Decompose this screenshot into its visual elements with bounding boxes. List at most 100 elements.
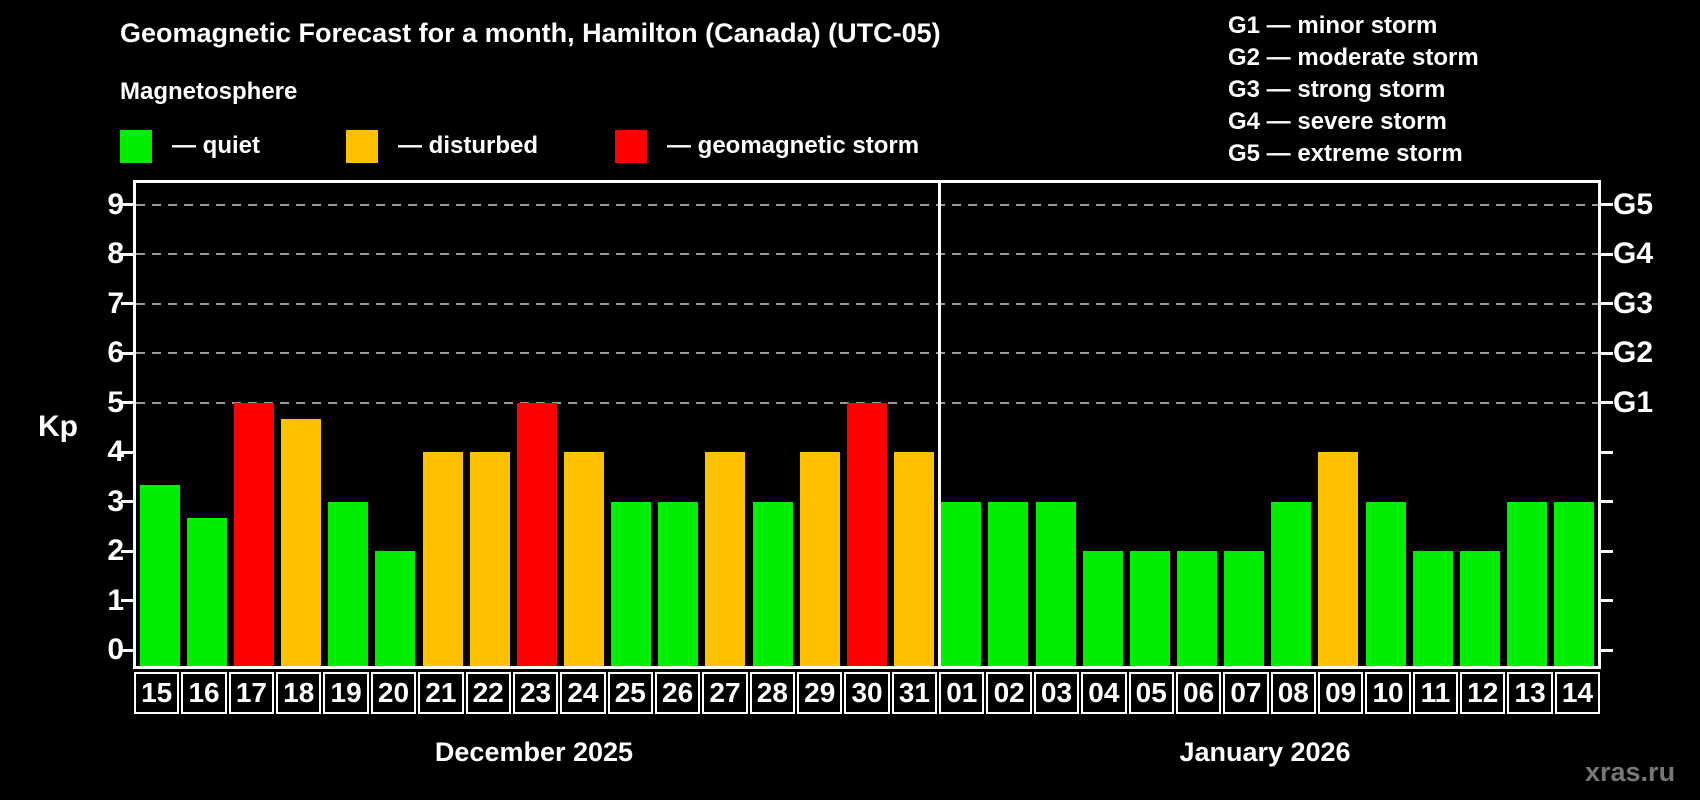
- day-cell-06: 06: [1175, 672, 1222, 714]
- y-axis-tick-right: [1601, 599, 1613, 602]
- magnetosphere-legend: — quiet — disturbed — geomagnetic storm: [120, 128, 1020, 164]
- day-cell-07: 07: [1223, 672, 1269, 714]
- y-axis-tick-left: [121, 648, 133, 652]
- day-cell-19: 19: [323, 672, 369, 714]
- g-scale-legend-line: G3 — strong storm: [1228, 76, 1446, 103]
- bar-slot: [655, 183, 702, 666]
- y-axis-tick-right: [1601, 450, 1613, 454]
- day-cell-26: 26: [654, 672, 701, 714]
- chart-subtitle: Magnetosphere: [120, 78, 298, 105]
- day-cell-18: 18: [276, 672, 322, 714]
- day-cell-12: 12: [1460, 672, 1506, 714]
- disturbed-swatch-icon: [346, 129, 378, 163]
- storm-swatch-icon: [615, 129, 647, 163]
- y-axis-tick-right: [1601, 302, 1613, 305]
- kp-bar-day-10: [1365, 501, 1406, 666]
- bar-slot: [1126, 183, 1173, 666]
- bar-slot: [1079, 183, 1126, 666]
- day-cell-24: 24: [560, 672, 606, 714]
- chart-title: Geomagnetic Forecast for a month, Hamilt…: [120, 18, 941, 48]
- y-axis-tick-right: [1601, 351, 1613, 355]
- bar-slot: [372, 183, 419, 666]
- y-axis-label-1: 1: [107, 583, 124, 617]
- bar-slot: [1456, 183, 1503, 666]
- bar-slot: [796, 183, 843, 666]
- bar-slot: [513, 183, 560, 666]
- watermark: xras.ru: [1585, 757, 1676, 787]
- y-axis-tick-right: [1601, 203, 1613, 206]
- y-axis-tick-left: [121, 500, 133, 503]
- y-axis-tick-left: [121, 549, 133, 553]
- legend-label: — quiet: [172, 132, 260, 159]
- g-axis-label-g2: G2: [1613, 336, 1654, 369]
- g-axis-label-g4: G4: [1613, 237, 1654, 270]
- y-axis-label-9: 9: [107, 187, 124, 221]
- kp-bar-day-08: [1271, 501, 1312, 666]
- y-axis-tick-left: [121, 203, 133, 206]
- bar-slot: [702, 183, 749, 666]
- day-cell-21: 21: [418, 672, 464, 714]
- day-cell-17: 17: [228, 672, 275, 714]
- y-axis-tick-left: [121, 351, 133, 355]
- y-axis-tick-right: [1601, 648, 1613, 652]
- bar-slot: [1032, 183, 1079, 666]
- bar-slot: [560, 183, 607, 666]
- legend-item-disturbed: — disturbed: [346, 128, 538, 164]
- g-scale-legend-line: G4 — severe storm: [1228, 108, 1447, 135]
- kp-bar-day-03: [1035, 501, 1076, 666]
- bar-slot: [183, 183, 230, 666]
- kp-bar-day-31: [894, 452, 935, 666]
- y-axis-tick-right: [1601, 500, 1613, 503]
- bar-slot: [1315, 183, 1362, 666]
- legend-label: — geomagnetic storm: [667, 132, 920, 159]
- kp-bar-day-30: [846, 402, 887, 666]
- kp-bar-day-09: [1318, 452, 1359, 666]
- plot-area: [121, 180, 1613, 669]
- kp-bar-day-22: [469, 452, 510, 666]
- g-scale-legend-line: G5 — extreme storm: [1228, 140, 1463, 167]
- bar-slot: [1221, 183, 1268, 666]
- kp-bar-day-28: [752, 501, 793, 666]
- legend-label: — disturbed: [398, 132, 539, 159]
- y-axis-tick-left: [121, 599, 133, 602]
- day-cell-28: 28: [749, 672, 796, 714]
- day-cell-05: 05: [1128, 672, 1174, 714]
- kp-bar-day-24: [563, 452, 604, 666]
- y-axis-label-7: 7: [107, 286, 124, 320]
- bar-slot: [1268, 183, 1315, 666]
- day-cell-30: 30: [844, 672, 890, 714]
- kp-bar-day-14: [1554, 501, 1595, 666]
- y-axis-tick-left: [121, 450, 133, 454]
- gridline-kp9: [136, 203, 1598, 206]
- kp-bar-day-04: [1082, 551, 1123, 666]
- y-axis-label-2: 2: [107, 534, 124, 567]
- y-axis-label-0: 0: [107, 633, 124, 666]
- day-cell-01: 01: [939, 672, 985, 714]
- bar-slot: [1504, 183, 1551, 666]
- y-axis-tick-right: [1601, 252, 1613, 256]
- y-axis-label-8: 8: [107, 237, 124, 270]
- kp-bar-day-21: [422, 452, 463, 666]
- day-cell-13: 13: [1507, 672, 1553, 714]
- kp-bar-day-12: [1459, 551, 1500, 666]
- day-cell-31: 31: [891, 672, 938, 714]
- bar-slot: [749, 183, 796, 666]
- y-axis-tick-right: [1601, 549, 1613, 553]
- g-axis-label-g1: G1: [1613, 385, 1654, 419]
- kp-bar-day-29: [799, 452, 840, 666]
- kp-bar-day-27: [705, 452, 746, 666]
- kp-bar-day-17: [233, 402, 274, 666]
- bar-slot: [1409, 183, 1456, 666]
- gridline-kp8: [136, 253, 1598, 255]
- kp-bar-day-02: [988, 501, 1029, 666]
- bar-slot: [608, 183, 655, 666]
- day-axis: 15 16 17 18 19 20 21 22 23 24 25 26 27 28 29 30 31 01 02 03…: [133, 672, 1601, 714]
- legend-item-quiet: — quiet: [120, 128, 260, 164]
- y-axis-tick-left: [121, 302, 133, 305]
- y-axis-label-6: 6: [107, 336, 124, 369]
- kp-bar-day-25: [611, 501, 652, 666]
- bar-slot: [985, 183, 1032, 666]
- g-scale-legend-line: G2 — moderate storm: [1228, 44, 1479, 71]
- day-cell-11: 11: [1412, 672, 1459, 714]
- kp-bar-day-23: [516, 402, 557, 666]
